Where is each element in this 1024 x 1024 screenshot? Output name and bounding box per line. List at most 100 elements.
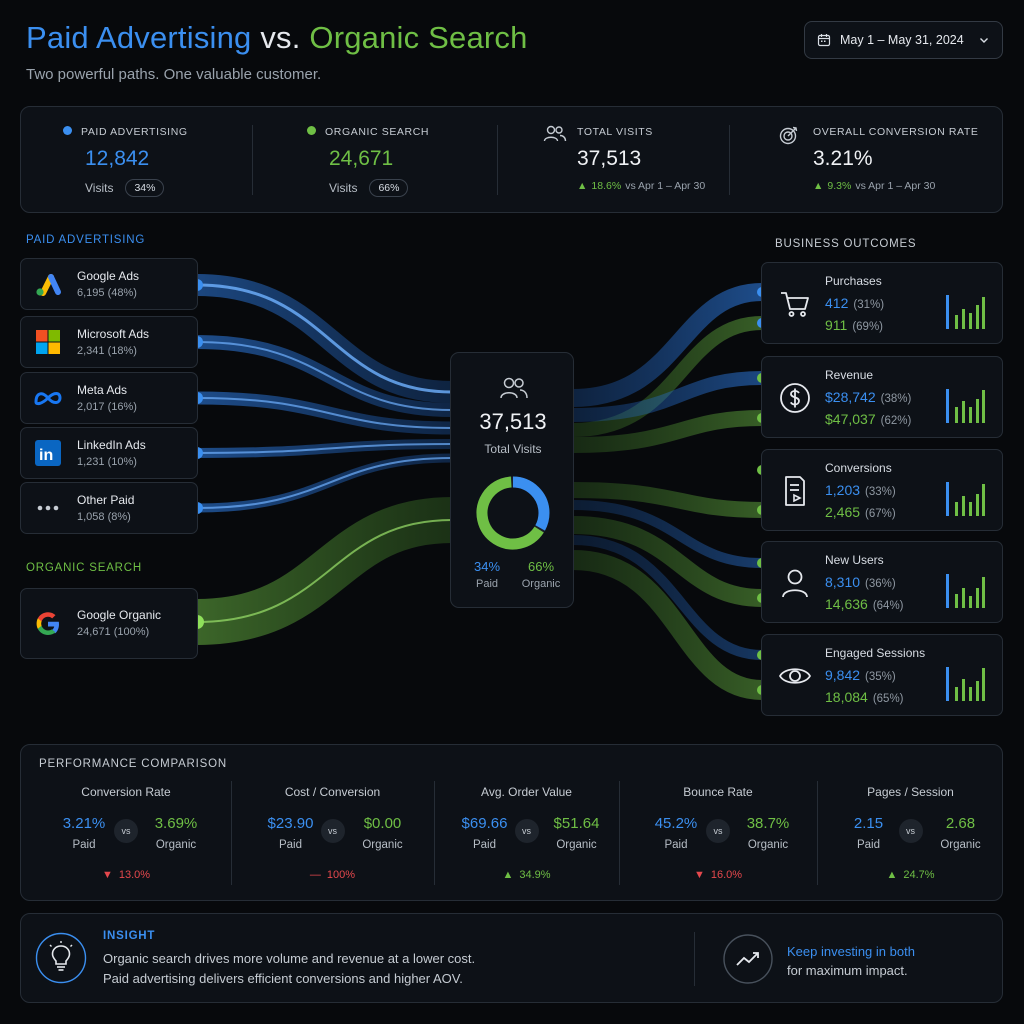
metric-title: Cost / Conversion: [284, 785, 381, 799]
source-pct: (48%): [107, 286, 137, 299]
trend-up-icon: [723, 934, 773, 984]
dollar-icon: [780, 383, 810, 413]
metric-organic-value: 38.7%: [746, 815, 790, 832]
kpi-paid: PAID ADVERTISING 12,842 Visits 34%: [63, 107, 263, 212]
metric-organic-value: $0.00: [363, 815, 402, 832]
metric-organic-label: Organic: [155, 839, 197, 851]
total-visits-card: 37,513 Total Visits 34% Paid 66% Organic: [450, 352, 574, 608]
outcome-paid-value: 412: [825, 295, 849, 311]
divider: [619, 781, 620, 885]
outcome-revenue[interactable]: Revenue $28,742 (38%) $47,037 (62%): [761, 356, 1003, 438]
outcome-name: Engaged Sessions: [825, 646, 926, 660]
metric-paid-value: 2.15: [853, 815, 884, 832]
source-name: Meta Ads: [77, 382, 128, 397]
source-value: 1,058: [77, 510, 105, 523]
users-icon: [500, 377, 528, 399]
performance-label: PERFORMANCE COMPARISON: [39, 758, 227, 770]
metric-column: Pages / Session 2.15 Paid vs 2.68 Organic ▲ 24.…: [817, 745, 1004, 900]
source-pct: (8%): [107, 510, 131, 523]
divider: [694, 932, 695, 986]
cta-line-1: Keep investing in both: [787, 944, 915, 959]
outcome-paid-value: 9,842: [825, 667, 861, 683]
users-icon: [543, 125, 567, 142]
kpi-label: PAID ADVERTISING: [81, 126, 188, 138]
metric-paid-value: 45.2%: [654, 815, 698, 832]
microsoft-icon: [33, 327, 63, 357]
metric-paid-label: Paid: [278, 839, 303, 851]
metric-organic-label: Organic: [556, 839, 597, 851]
vs-badge: vs: [320, 819, 345, 843]
source-name: Microsoft Ads: [77, 326, 150, 341]
outcome-name: New Users: [825, 553, 884, 567]
kpi-delta-note: vs Apr 1 – Apr 30: [855, 180, 936, 192]
outcome-organic-value: 14,636: [825, 596, 868, 612]
metric-paid-value: $23.90: [267, 815, 314, 832]
outcome-engaged-sessions[interactable]: Engaged Sessions 9,842 (35%) 18,084 (65%): [761, 634, 1003, 716]
outcome-name: Conversions: [825, 461, 892, 475]
up-arrow-icon: ▲: [502, 869, 514, 881]
outcome-paid-pct: (38%): [880, 393, 912, 405]
outcome-name: Purchases: [825, 274, 882, 288]
divider: [252, 125, 253, 195]
donut-paid-arc: [476, 476, 550, 550]
kpi-organic: ORGANIC SEARCH 24,671 Visits 66%: [307, 107, 507, 212]
metric-paid-label: Paid: [664, 839, 688, 851]
date-range-label: May 1 – May 31, 2024: [840, 33, 964, 47]
up-arrow-icon: ▲: [886, 869, 898, 881]
metric-organic-label: Organic: [747, 839, 789, 851]
divider: [497, 125, 498, 195]
metric-column: Bounce Rate 45.2% Paid vs 38.7% Organic ▼ 16.0%: [619, 745, 817, 900]
up-arrow-icon: ▲: [813, 180, 824, 192]
kpi-total-visits: TOTAL VISITS 37,513 ▲ 18.6% vs Apr 1 – Apr…: [543, 107, 743, 212]
metric-paid-label: Paid: [72, 839, 96, 851]
metric-paid-value: $69.66: [461, 815, 508, 832]
source-google-ads[interactable]: Google Ads 6,195 (48%): [20, 258, 198, 310]
share-donut: [476, 476, 550, 550]
kpi-value: 12,842: [85, 147, 150, 170]
more-icon: [33, 493, 63, 523]
google-icon: [33, 609, 63, 639]
kpi-delta: 9.3%: [827, 180, 852, 192]
down-arrow-icon: ▼: [101, 869, 113, 881]
metric-organic-value: 3.69%: [154, 815, 198, 832]
outcome-paid-value: $28,742: [825, 389, 876, 405]
insight-panel: INSIGHT Organic search drives more volum…: [20, 913, 1003, 1003]
share-pill: 66%: [369, 179, 409, 197]
kpi-strip: PAID ADVERTISING 12,842 Visits 34% ORGANI…: [20, 106, 1003, 213]
outcome-organic-value: 911: [825, 317, 848, 333]
kpi-delta: 18.6%: [591, 180, 622, 192]
kpi-value: 37,513: [577, 147, 642, 170]
outcome-paid-pct: (35%): [865, 671, 896, 683]
metric-title: Avg. Order Value: [481, 785, 572, 799]
donut-organic-arc: [476, 476, 550, 550]
total-visits-value: 37,513: [479, 409, 547, 434]
lightbulb-icon: [35, 932, 87, 984]
donut-organic-pct: 66%: [527, 559, 555, 574]
outcome-organic-pct: (62%): [880, 415, 912, 427]
source-google-organic[interactable]: Google Organic 24,671 (100%): [20, 588, 198, 659]
source-microsoft-ads[interactable]: Microsoft Ads 2,341 (18%): [20, 316, 198, 368]
outcome-purchases[interactable]: Purchases 412 (31%) 911 (69%): [761, 262, 1003, 344]
metric-column: Conversion Rate 3.21% Paid vs 3.69% Organic ▼ 1…: [21, 745, 231, 900]
date-range-picker[interactable]: May 1 – May 31, 2024: [804, 21, 1003, 59]
kpi-delta-note: vs Apr 1 – Apr 30: [625, 180, 706, 192]
outcome-organic-pct: (67%): [865, 508, 896, 520]
outcome-new-users[interactable]: New Users 8,310 (36%) 14,636 (64%): [761, 541, 1003, 623]
outcome-organic-value: 2,465: [825, 504, 861, 520]
source-name: Google Organic: [77, 608, 162, 622]
source-other-paid[interactable]: Other Paid 1,058 (8%): [20, 482, 198, 534]
linkedin-icon: in: [33, 438, 63, 468]
outcome-paid-pct: (33%): [865, 486, 896, 498]
outcome-paid-value: 1,203: [825, 482, 861, 498]
outcome-paid-value: 8,310: [825, 574, 861, 590]
source-meta-ads[interactable]: Meta Ads 2,017 (16%): [20, 372, 198, 424]
outcome-paid-pct: (36%): [865, 578, 896, 590]
outcome-organic-pct: (64%): [872, 600, 904, 612]
outcome-conversions[interactable]: Conversions 1,203 (33%) 2,465 (67%): [761, 449, 1003, 531]
source-linkedin-ads[interactable]: in LinkedIn Ads 1,231 (10%): [20, 427, 198, 479]
outcome-organic-pct: (69%): [852, 321, 884, 333]
divider: [231, 781, 232, 885]
donut-paid-label: Paid: [475, 578, 499, 590]
insight-label: INSIGHT: [103, 930, 156, 942]
organic-ribbon: [196, 497, 453, 645]
